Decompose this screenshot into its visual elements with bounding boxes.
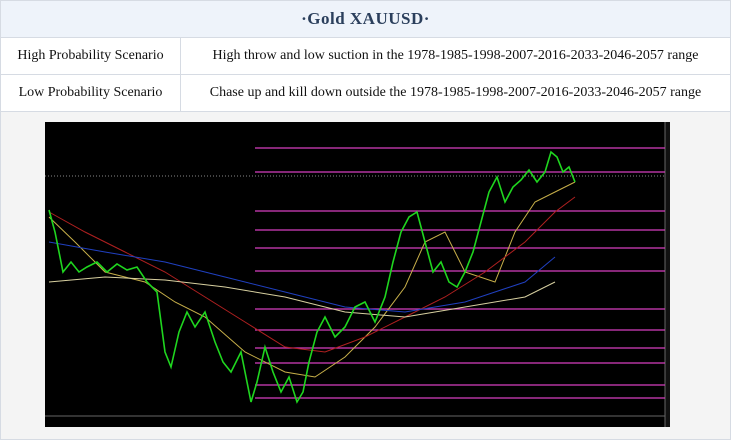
price-scale — [665, 122, 670, 427]
value-cell: High throw and low suction in the 1978-1… — [180, 38, 730, 75]
value-cell: Chase up and kill down outside the 1978-… — [180, 74, 730, 112]
price-line — [48, 150, 576, 404]
levels — [255, 147, 665, 399]
ma-long — [48, 276, 556, 318]
ma-mid — [48, 196, 576, 353]
chart-bg — [45, 122, 670, 427]
label-cell: High Probability Scenario — [1, 38, 181, 75]
row: Low Probability Scenario Chase up and ki… — [1, 74, 730, 112]
scenario-table: High Probability Scenario High throw and… — [1, 38, 730, 112]
row: High Probability Scenario High throw and… — [1, 38, 730, 75]
label-cell: Low Probability Scenario — [1, 74, 181, 112]
title: ·Gold XAUUSD· — [1, 1, 730, 38]
price-chart — [45, 122, 670, 427]
chart-image — [1, 112, 730, 439]
ma-slow — [48, 241, 556, 313]
